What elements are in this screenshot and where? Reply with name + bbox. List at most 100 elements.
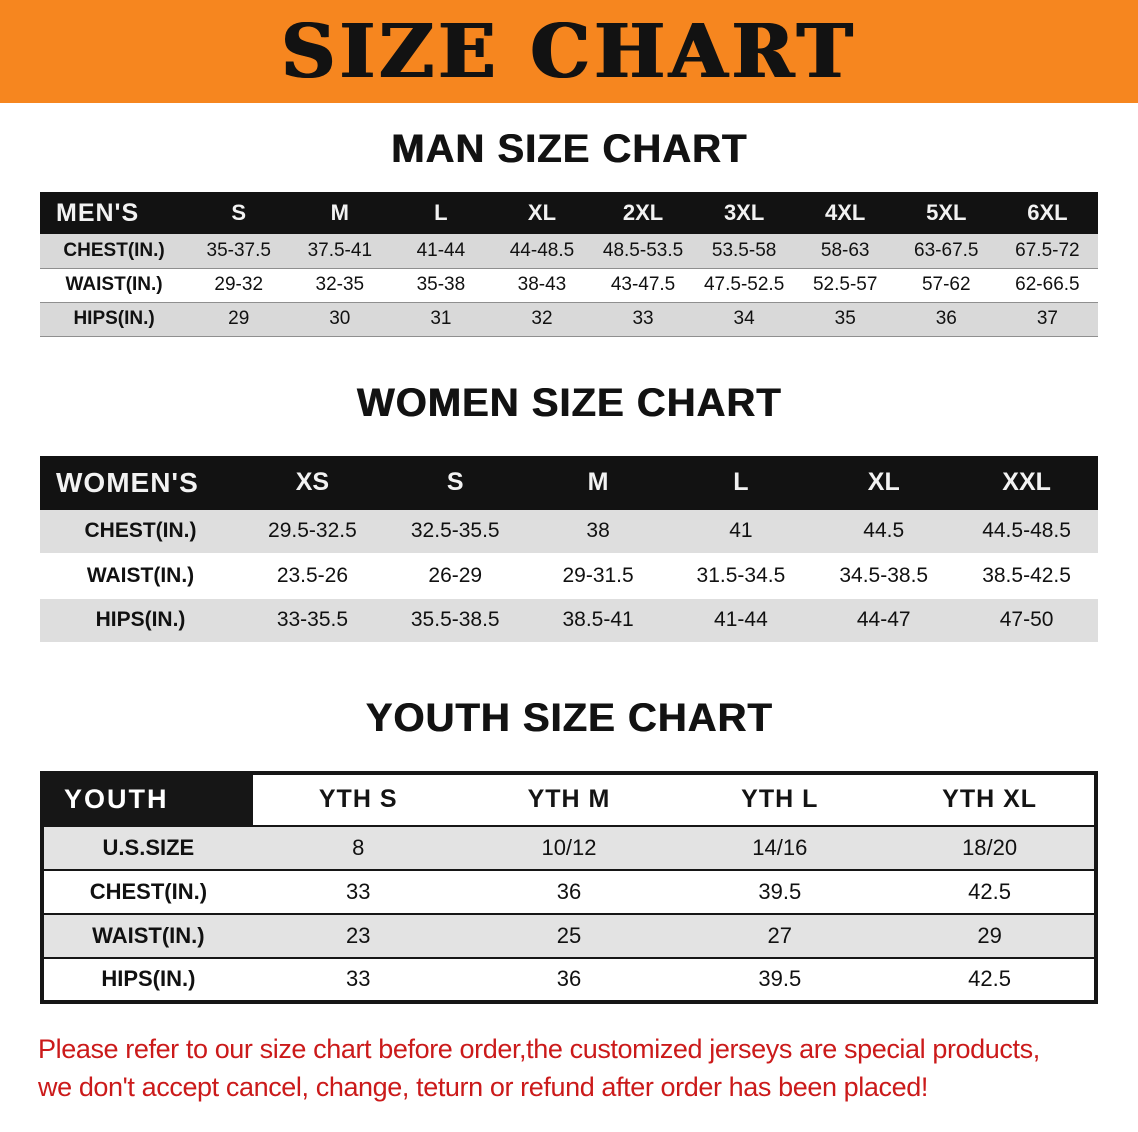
size-cell: 67.5-72 (1015, 239, 1080, 261)
size-cell: 41-44 (714, 608, 768, 631)
women-table-title: WOMEN'S (40, 455, 242, 510)
page-title: SIZE CHART (281, 8, 857, 95)
size-cell: 44-48.5 (509, 239, 575, 261)
youth-section: YOUTH SIZE CHART YOUTH YTH S YTH M YTH L… (0, 696, 1138, 1004)
size-cell: 42.5 (968, 966, 1011, 991)
row-label: HIPS(IN.) (73, 308, 155, 329)
size-cell: 34 (733, 308, 755, 329)
table-row: WAIST(IN.) 23 25 27 29 (42, 913, 1096, 958)
row-label: HIPS(IN.) (101, 966, 196, 991)
size-cell: 48.5-53.5 (602, 239, 684, 261)
size-cell: 35 (834, 308, 856, 329)
row-label: U.S.SIZE (102, 834, 195, 860)
men-size-table: MEN'S S M L XL 2XL 3XL 4XL 5XL 6XL CHEST… (40, 192, 1098, 337)
size-cell: 32.5-35.5 (410, 519, 500, 542)
row-label: HIPS(IN.) (95, 608, 186, 631)
size-cell: 27 (767, 922, 793, 948)
row-label: CHEST(IN.) (89, 878, 208, 904)
women-header-row: WOMEN'S XS S M L XL XXL (40, 455, 1098, 510)
size-cell: 41-44 (416, 239, 466, 261)
table-row: WAIST(IN.) 29-32 32-35 35-38 38-43 43-47… (40, 268, 1098, 302)
size-cell: 39.5 (758, 966, 802, 991)
size-cell: 38.5-41 (562, 608, 634, 631)
size-column-header: XL (491, 192, 593, 234)
size-column-header: L (390, 192, 492, 234)
size-cell: 38 (586, 519, 610, 542)
size-cell: 35-37.5 (206, 239, 271, 261)
size-cell: 23.5-26 (276, 563, 349, 587)
table-row: U.S.SIZE 8 10/12 14/16 18/20 (42, 825, 1096, 870)
table-row: CHEST(IN.) 29.5-32.5 32.5-35.5 38 41 44.… (40, 509, 1098, 554)
size-cell: 53.5-58 (711, 239, 777, 261)
size-cell: 36 (556, 878, 582, 904)
youth-table-title: YOUTH (42, 772, 253, 826)
row-label: WAIST(IN.) (65, 274, 163, 295)
size-cell: 57-62 (921, 274, 971, 295)
size-column-header: 3XL (693, 192, 795, 234)
size-column-header: 5XL (895, 192, 997, 234)
size-chart-page: SIZE CHART MAN SIZE CHART MEN'S S M L XL… (0, 0, 1138, 1107)
row-label: WAIST(IN.) (86, 563, 195, 587)
size-cell: 25 (556, 922, 582, 948)
size-cell: 62-66.5 (1015, 274, 1080, 295)
youth-size-table: YOUTH YTH S YTH M YTH L YTH XL U.S.SIZE … (40, 770, 1098, 1004)
size-column-header: 4XL (794, 192, 896, 234)
size-cell: 38-43 (517, 274, 567, 295)
men-section-heading: MAN SIZE CHART (390, 127, 748, 171)
size-cell: 36 (935, 308, 957, 329)
table-row: HIPS(IN.) 33 36 39.5 42.5 (42, 957, 1096, 1002)
size-column-header: M (526, 455, 670, 510)
size-cell: 14/16 (752, 834, 808, 860)
size-cell: 36 (556, 966, 582, 991)
size-cell: 23 (345, 922, 371, 948)
size-cell: 29 (977, 922, 1002, 948)
size-cell: 32 (531, 308, 553, 329)
size-column-header: S (188, 192, 290, 234)
row-label: CHEST(IN.) (63, 239, 165, 261)
size-cell: 52.5-57 (812, 274, 878, 295)
size-column-header: M (289, 192, 391, 234)
men-section: MAN SIZE CHART MEN'S S M L XL 2XL 3XL 4X… (0, 127, 1138, 337)
size-cell: 44.5 (863, 519, 905, 542)
size-column-header: XS (241, 455, 384, 510)
men-table-title: MEN'S (40, 192, 189, 234)
women-size-table: WOMEN'S XS S M L XL XXL CHEST(IN.) 29.5-… (40, 455, 1098, 642)
row-label: WAIST(IN.) (92, 922, 205, 948)
notice-line-1: Please refer to our size chart before or… (38, 1033, 1040, 1064)
youth-section-heading: YOUTH SIZE CHART (365, 695, 773, 740)
size-cell: 33 (345, 966, 371, 991)
notice-line-2: we don't accept cancel, change, teturn o… (38, 1071, 928, 1102)
size-cell: 41 (729, 519, 753, 542)
size-cell: 8 (352, 834, 365, 860)
size-column-header: YTH L (674, 772, 886, 826)
men-header-row: MEN'S S M L XL 2XL 3XL 4XL 5XL 6XL (40, 192, 1098, 234)
size-column-header: 2XL (592, 192, 694, 234)
size-column-header: 6XL (996, 192, 1098, 234)
size-column-header: YTH M (463, 772, 675, 826)
size-cell: 47-50 (999, 608, 1054, 631)
size-cell: 35-38 (416, 274, 466, 295)
size-column-header: S (383, 455, 527, 510)
size-cell: 18/20 (962, 834, 1018, 860)
size-cell: 44.5-48.5 (982, 519, 1071, 542)
size-cell: 29-31.5 (562, 563, 634, 587)
size-cell: 38.5-42.5 (982, 563, 1071, 587)
size-cell: 44-47 (856, 608, 911, 631)
size-cell: 31 (430, 308, 452, 329)
size-cell: 29-32 (214, 274, 264, 295)
women-section-heading: WOMEN SIZE CHART (356, 380, 782, 425)
table-row: HIPS(IN.) 29 30 31 32 33 34 35 36 37 (40, 302, 1098, 336)
size-cell: 32-35 (315, 274, 365, 295)
size-cell: 31.5-34.5 (696, 563, 786, 587)
women-section: WOMEN SIZE CHART WOMEN'S XS S M L XL XXL (0, 381, 1138, 642)
size-cell: 58-63 (820, 239, 870, 261)
size-cell: 33 (345, 878, 371, 904)
footer-notice: Please refer to our size chart before or… (38, 1030, 1100, 1107)
size-cell: 33-35.5 (276, 608, 349, 631)
table-row: WAIST(IN.) 23.5-26 26-29 29-31.5 31.5-34… (40, 553, 1098, 598)
size-column-header: YTH S (252, 772, 464, 826)
size-cell: 42.5 (968, 878, 1011, 904)
size-cell: 10/12 (541, 834, 597, 860)
youth-header-row: YOUTH YTH S YTH M YTH L YTH XL (42, 772, 1096, 826)
size-column-header: YTH XL (885, 772, 1096, 826)
